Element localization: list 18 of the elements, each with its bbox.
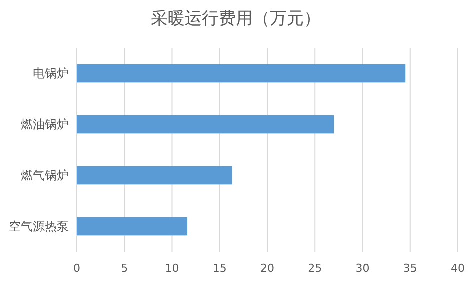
y-tick-label: 电锅炉: [33, 66, 69, 80]
y-tick-label: 燃气锅炉: [21, 168, 69, 182]
x-tick-label: 40: [451, 262, 465, 275]
bar: [77, 166, 232, 185]
y-tick-label: 燃油锅炉: [21, 118, 69, 132]
bar: [77, 115, 334, 134]
x-tick-label: 0: [74, 262, 80, 275]
bar: [77, 217, 188, 236]
x-tick-label: 35: [403, 262, 418, 275]
bar: [77, 64, 406, 83]
x-tick-label: 25: [308, 262, 322, 275]
x-tick-label: 20: [260, 262, 274, 275]
x-tick-label: 15: [212, 262, 227, 275]
chart-title: 采暖运行费用（万元）: [151, 9, 321, 29]
x-tick-label: 10: [165, 262, 180, 275]
x-tick-label: 30: [356, 262, 370, 275]
y-tick-label: 空气源热泵: [9, 220, 69, 234]
x-tick-label: 5: [121, 262, 128, 275]
